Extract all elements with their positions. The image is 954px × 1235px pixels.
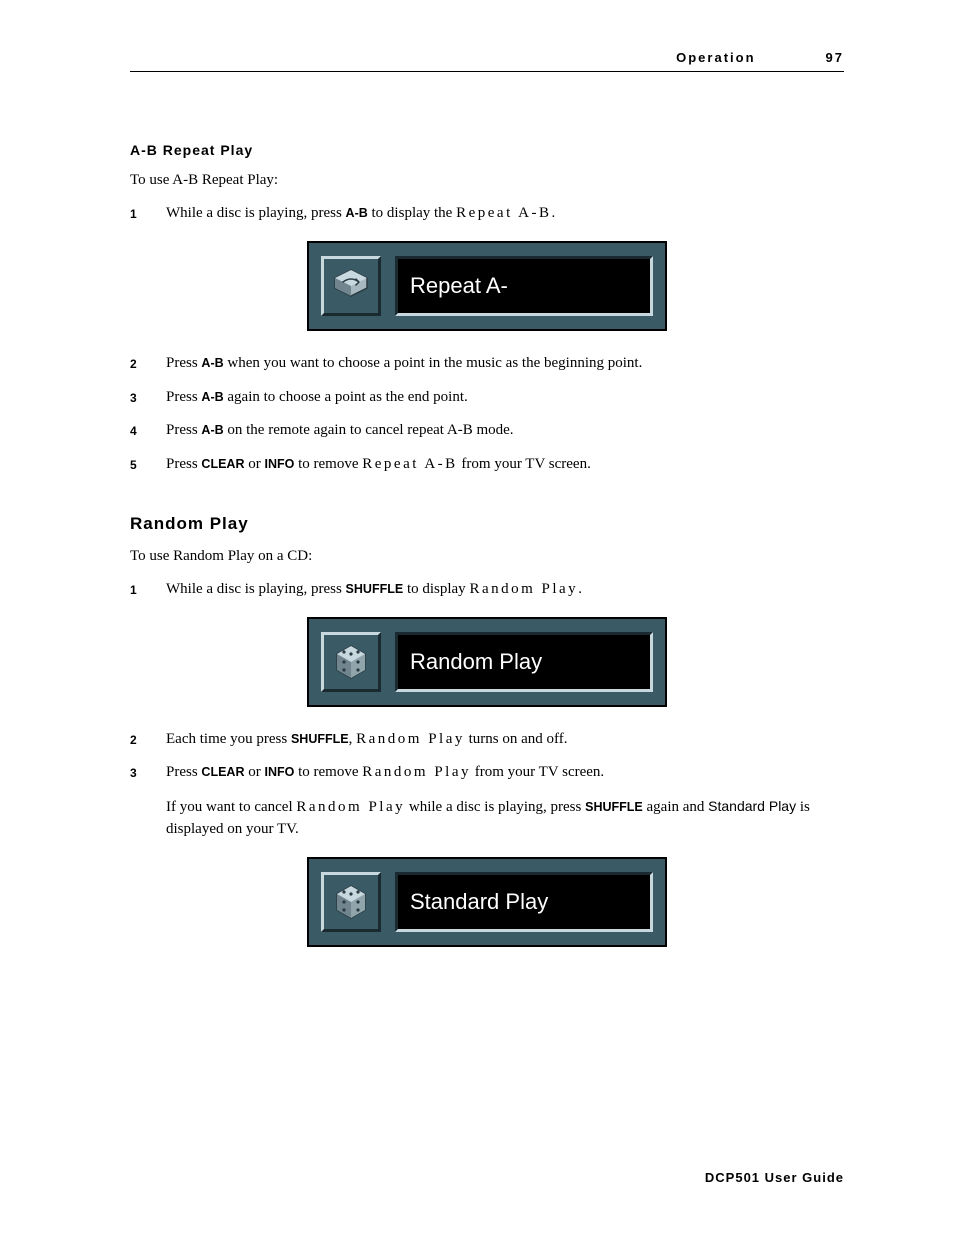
header-page-number: 97 <box>826 50 844 65</box>
section-ab-repeat-title: A-B Repeat Play <box>130 142 844 158</box>
repeat-icon <box>321 256 381 316</box>
step-text: While a disc is playing, press SHUFFLE t… <box>166 579 844 601</box>
ab-step-2: 2 Press A-B when you want to choose a po… <box>130 353 844 375</box>
step-number: 1 <box>130 579 166 601</box>
osd-box: Standard Play <box>307 857 667 947</box>
cancel-random-note: If you want to cancel Random Play while … <box>166 796 844 841</box>
step-number: 3 <box>130 762 166 784</box>
step-number: 2 <box>130 729 166 751</box>
random-play-intro: To use Random Play on a CD: <box>130 548 844 565</box>
footer-guide-label: DCP501 User Guide <box>705 1170 844 1185</box>
button-ref-shuffle: SHUFFLE <box>585 800 643 814</box>
dice-icon <box>321 872 381 932</box>
button-ref-ab: A-B <box>346 206 368 220</box>
button-ref-ab: A-B <box>201 390 223 404</box>
button-ref-clear: CLEAR <box>201 457 244 471</box>
ab-repeat-intro: To use A-B Repeat Play: <box>130 172 844 189</box>
osd-box: Repeat A- <box>307 241 667 331</box>
step-text: Press CLEAR or INFO to remove Random Pla… <box>166 762 844 784</box>
repeat-a-display: Repeat A- <box>130 241 844 331</box>
button-ref-info: INFO <box>264 457 294 471</box>
osd-label: Repeat A- <box>395 256 653 316</box>
step-number: 5 <box>130 454 166 476</box>
step-number: 3 <box>130 387 166 409</box>
random-play-display: Random Play <box>130 617 844 707</box>
ab-step-5: 5 Press CLEAR or INFO to remove Repeat A… <box>130 454 844 476</box>
button-ref-info: INFO <box>264 765 294 779</box>
step-text: Press A-B when you want to choose a poin… <box>166 353 844 375</box>
button-ref-ab: A-B <box>201 356 223 370</box>
ab-step-1: 1 While a disc is playing, press A-B to … <box>130 203 844 225</box>
step-number: 1 <box>130 203 166 225</box>
random-step-1: 1 While a disc is playing, press SHUFFLE… <box>130 579 844 601</box>
dice-icon <box>321 632 381 692</box>
button-ref-shuffle: SHUFFLE <box>291 732 349 746</box>
step-text: Press A-B again to choose a point as the… <box>166 387 844 409</box>
page-header: Operation 97 <box>130 50 844 72</box>
button-ref-shuffle: SHUFFLE <box>346 582 404 596</box>
osd-label: Standard Play <box>395 872 653 932</box>
ab-step-4: 4 Press A-B on the remote again to cance… <box>130 420 844 442</box>
button-ref-ab: A-B <box>201 423 223 437</box>
random-step-2: 2 Each time you press SHUFFLE, Random Pl… <box>130 729 844 751</box>
random-step-3: 3 Press CLEAR or INFO to remove Random P… <box>130 762 844 784</box>
step-text: Each time you press SHUFFLE, Random Play… <box>166 729 844 751</box>
header-section-label: Operation <box>676 50 755 65</box>
step-text: Press A-B on the remote again to cancel … <box>166 420 844 442</box>
step-number: 4 <box>130 420 166 442</box>
step-text: While a disc is playing, press A-B to di… <box>166 203 844 225</box>
osd-label: Random Play <box>395 632 653 692</box>
step-text: Press CLEAR or INFO to remove Repeat A-B… <box>166 454 844 476</box>
section-random-play-title: Random Play <box>130 514 844 534</box>
ab-step-3: 3 Press A-B again to choose a point as t… <box>130 387 844 409</box>
button-ref-clear: CLEAR <box>201 765 244 779</box>
osd-box: Random Play <box>307 617 667 707</box>
standard-play-display: Standard Play <box>130 857 844 947</box>
step-number: 2 <box>130 353 166 375</box>
